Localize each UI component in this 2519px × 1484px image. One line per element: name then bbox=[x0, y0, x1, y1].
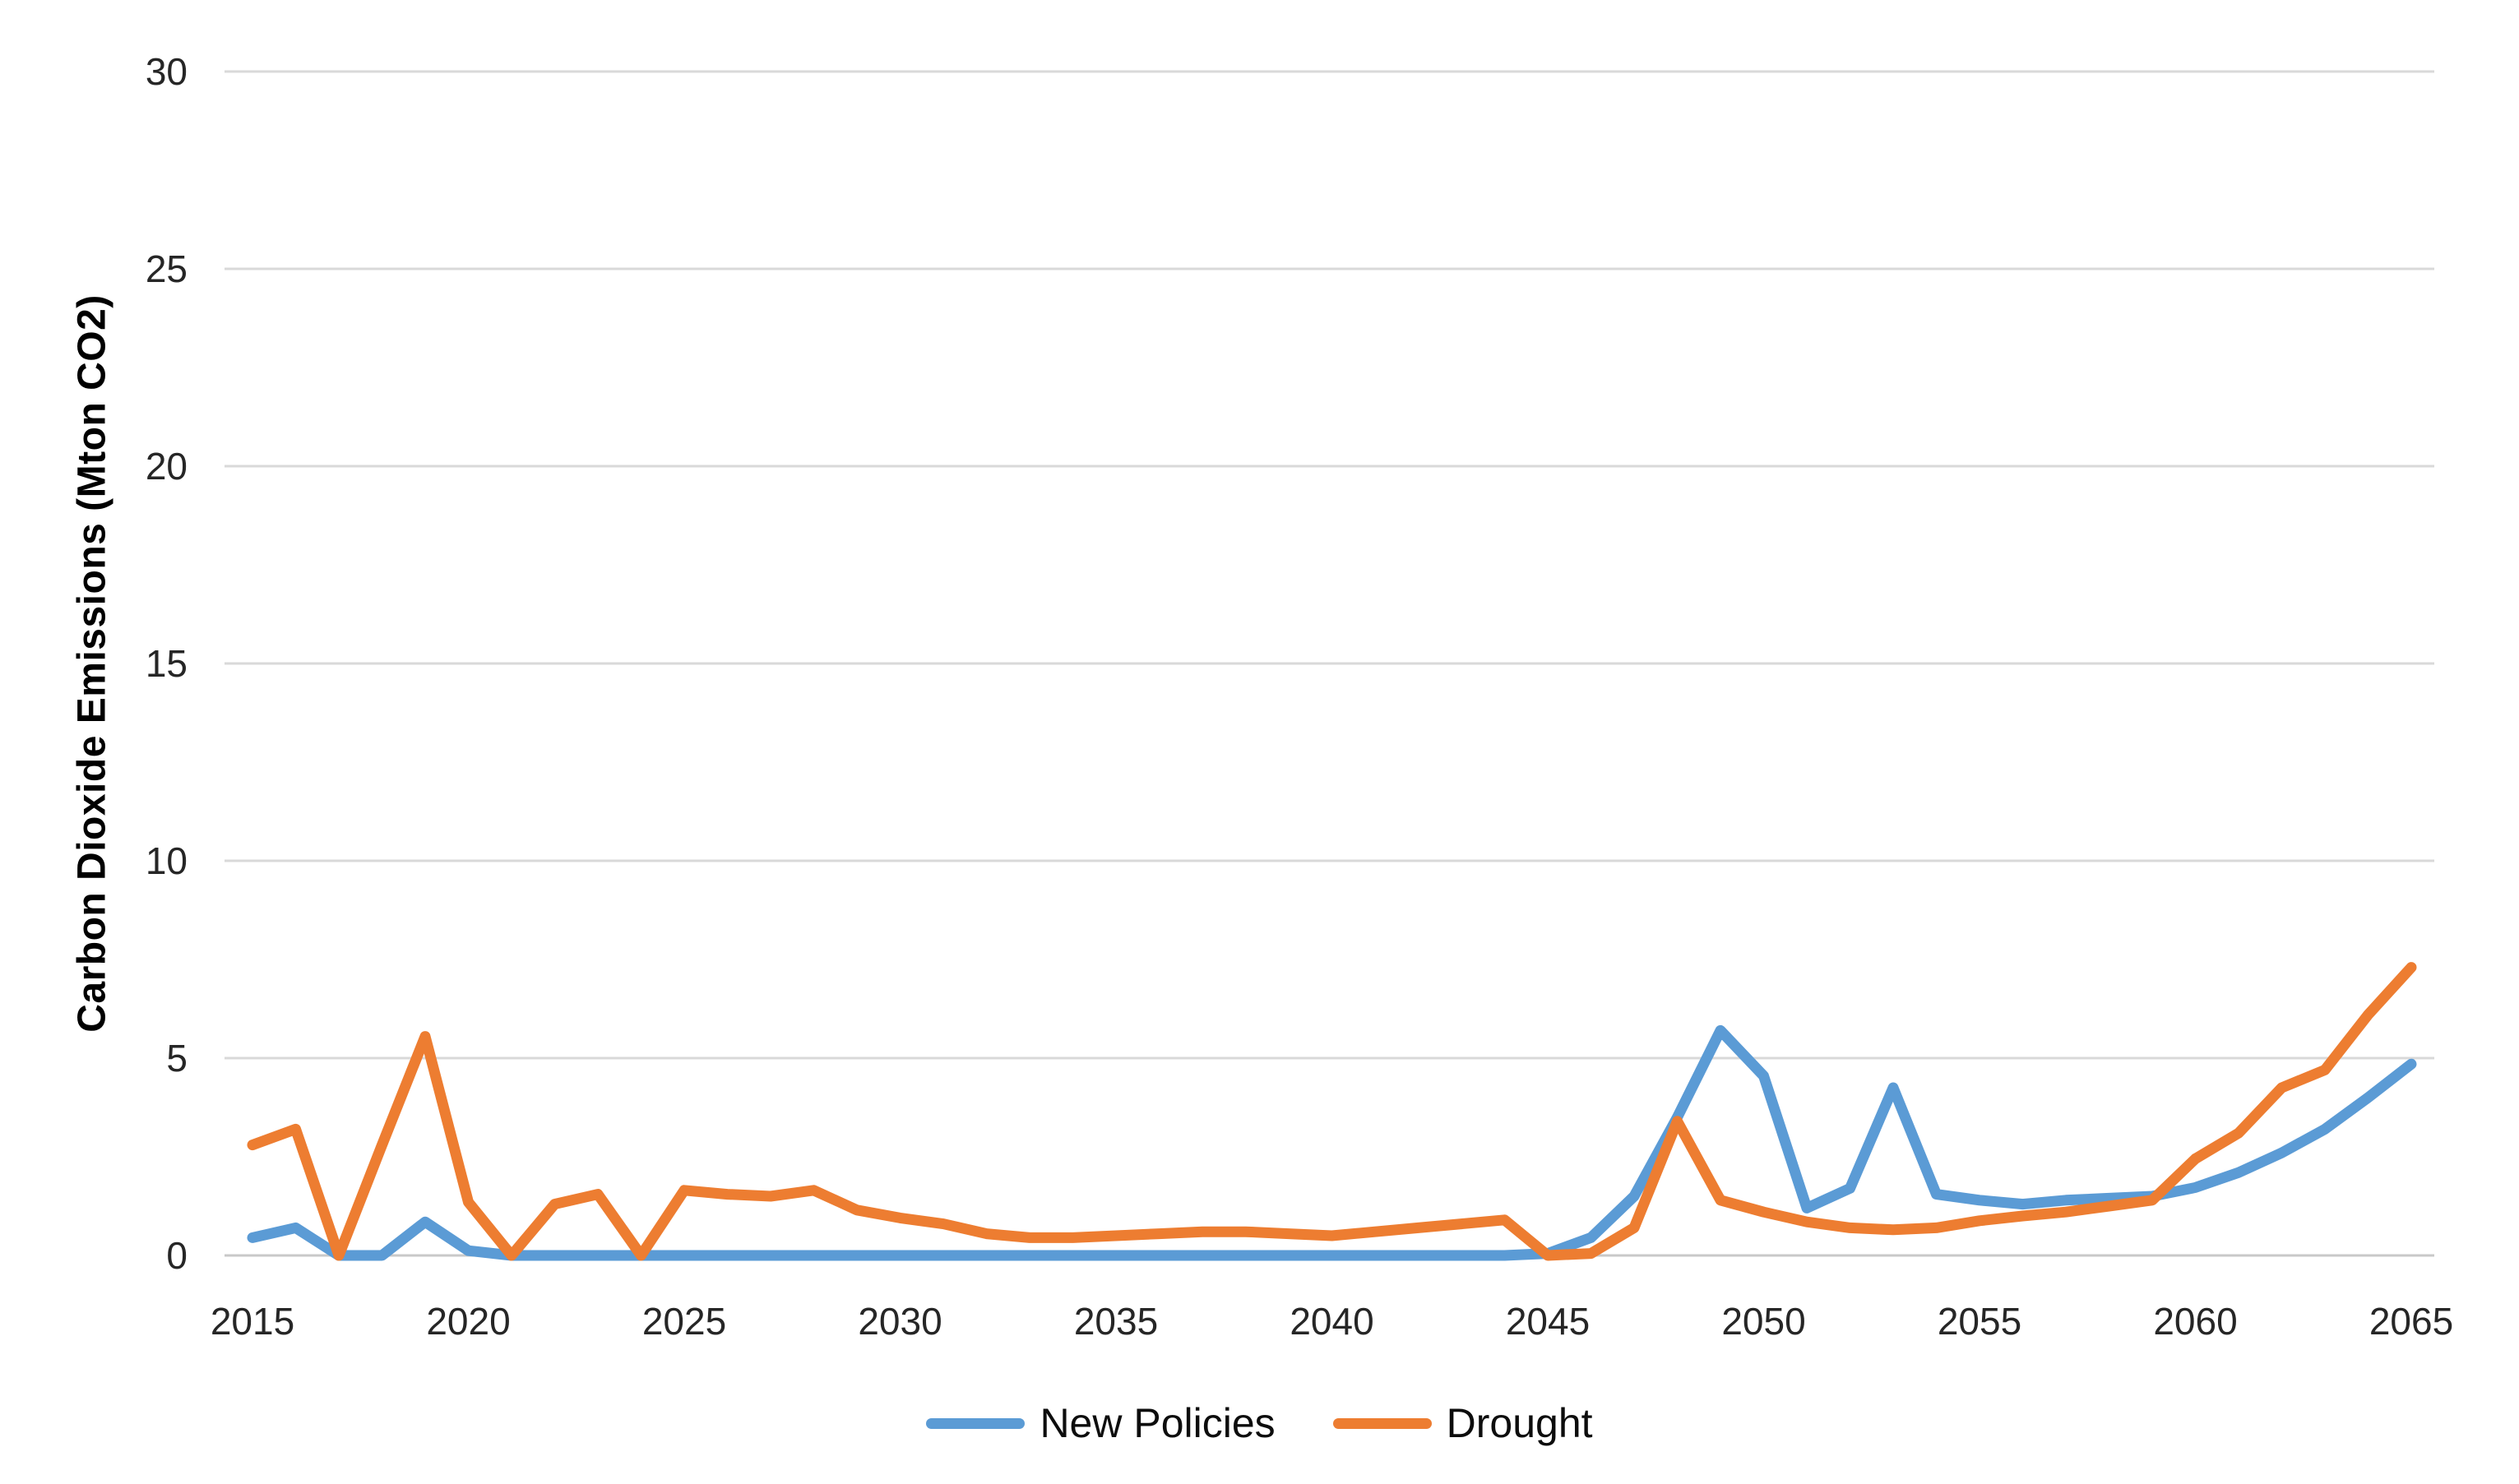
y-tick-label-15: 15 bbox=[146, 642, 188, 685]
legend-item-new-policies: New Policies bbox=[926, 1399, 1276, 1447]
x-tick-label-2050: 2050 bbox=[1721, 1300, 1805, 1343]
legend-item-drought: Drought bbox=[1332, 1399, 1593, 1447]
y-tick-label-10: 10 bbox=[146, 839, 188, 882]
y-tick-label-20: 20 bbox=[146, 445, 188, 488]
x-tick-label-2055: 2055 bbox=[1938, 1300, 2021, 1343]
legend-swatch-new-policies bbox=[926, 1417, 1026, 1429]
x-tick-label-2060: 2060 bbox=[2153, 1300, 2237, 1343]
x-tick-label-2035: 2035 bbox=[1074, 1300, 1158, 1343]
x-tick-label-2020: 2020 bbox=[426, 1300, 510, 1343]
series-line-drought bbox=[247, 962, 2417, 1261]
x-tick-label-2025: 2025 bbox=[642, 1300, 726, 1343]
y-tick-label-5: 5 bbox=[166, 1037, 188, 1079]
y-tick-label-30: 30 bbox=[146, 50, 188, 93]
y-tick-label-0: 0 bbox=[166, 1234, 188, 1277]
legend: New Policies Drought bbox=[0, 1399, 2519, 1447]
x-tick-label-2030: 2030 bbox=[858, 1300, 942, 1343]
series-line-new-policies bbox=[247, 1024, 2417, 1261]
x-tick-label-2015: 2015 bbox=[211, 1300, 294, 1343]
legend-label-drought: Drought bbox=[1446, 1400, 1593, 1446]
legend-label-new-policies: New Policies bbox=[1040, 1400, 1276, 1446]
x-tick-label-2040: 2040 bbox=[1290, 1300, 1373, 1343]
x-tick-label-2045: 2045 bbox=[1506, 1300, 1590, 1343]
y-tick-label-25: 25 bbox=[146, 247, 188, 290]
legend-swatch-drought bbox=[1332, 1417, 1432, 1429]
x-tick-label-2065: 2065 bbox=[2369, 1300, 2453, 1343]
